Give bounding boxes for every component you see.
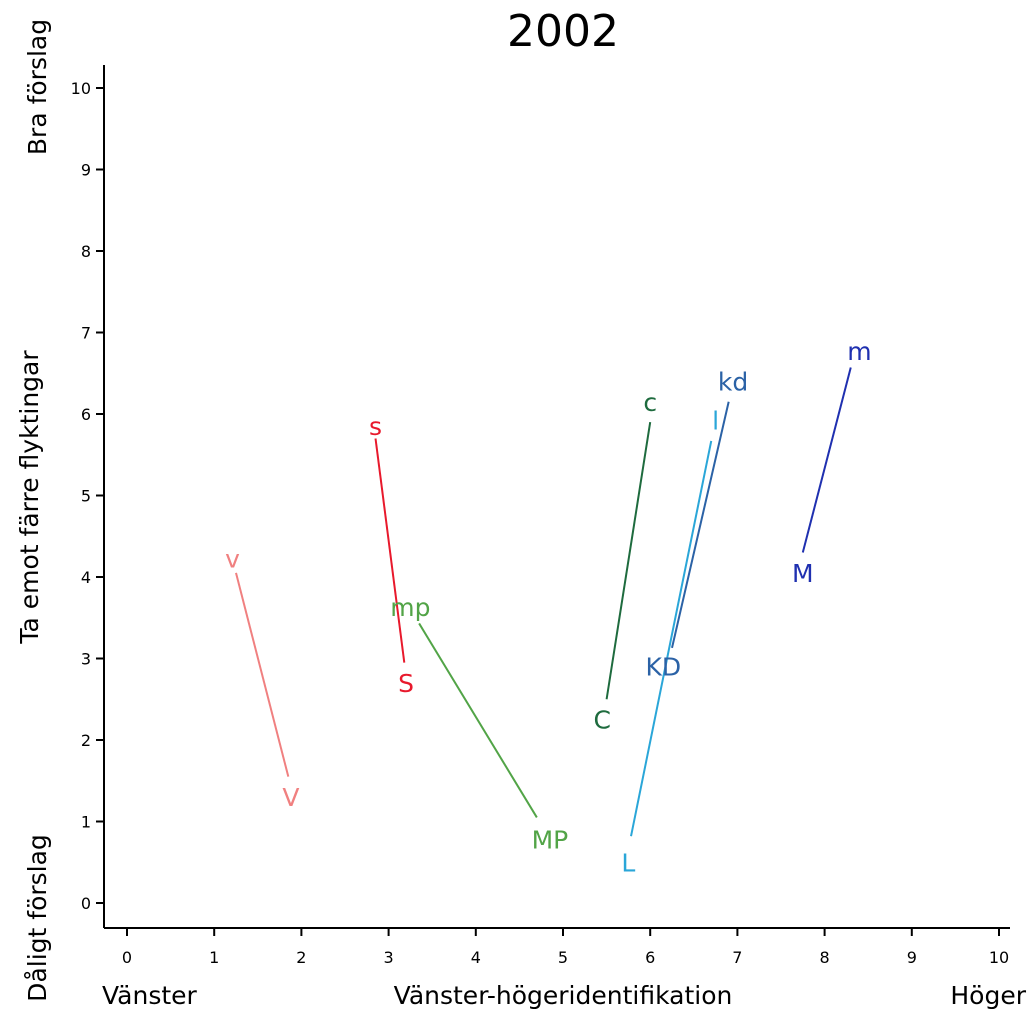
point-label-v: v [225, 544, 240, 573]
y-tick-label: 5 [81, 487, 91, 506]
connector-lines [235, 367, 852, 837]
y-tick-label: 4 [81, 568, 91, 587]
point-label-MP: MP [532, 825, 569, 854]
connector-mp [418, 622, 538, 818]
x-axis-label: Vänster-högeridentifikation [394, 981, 733, 1010]
y-tick-label: 8 [81, 242, 91, 261]
x-axis-left-label: Vänster [102, 981, 198, 1010]
x-tick-label: 10 [989, 948, 1009, 967]
point-label-mp: mp [390, 593, 430, 622]
y-ticks: 0 1 2 3 4 5 6 7 8 9 10 [71, 79, 104, 913]
point-label-S: S [398, 669, 414, 698]
y-axis-label: Ta emot färre flyktingar [15, 350, 44, 645]
connector-l [630, 440, 713, 837]
connector-c [605, 421, 652, 700]
y-tick-label: 9 [81, 161, 91, 180]
point-label-L: L [621, 848, 635, 877]
connector-v [235, 572, 290, 777]
x-tick-label: 9 [907, 948, 917, 967]
y-tick-label: 3 [81, 650, 91, 669]
y-tick-label: 0 [81, 894, 91, 913]
connector-s [374, 438, 406, 663]
y-tick-label: 1 [81, 813, 91, 832]
x-tick-label: 6 [645, 948, 655, 967]
y-axis-top-label: Bra förslag [23, 19, 52, 155]
x-ticks: 0 1 2 3 4 5 6 7 8 9 10 [122, 928, 1009, 967]
y-tick-label: 6 [81, 405, 91, 424]
point-label-V: V [282, 783, 299, 812]
point-labels: Vv Ss MP mp Cc Ll KD kd Mm [225, 337, 872, 877]
x-tick-label: 0 [122, 948, 132, 967]
connector-m [801, 367, 852, 553]
y-tick-label: 7 [81, 324, 91, 343]
point-label-M: M [792, 559, 814, 588]
axes [103, 65, 1010, 929]
x-tick-label: 7 [732, 948, 742, 967]
x-tick-label: 5 [558, 948, 568, 967]
x-tick-label: 3 [384, 948, 394, 967]
y-axis-bottom-label: Dåligt förslag [23, 834, 52, 1002]
point-label-l: l [712, 407, 719, 436]
connector-kd [671, 401, 730, 649]
x-tick-label: 8 [820, 948, 830, 967]
x-axis-right-label: Höger [950, 981, 1026, 1010]
point-label-KD: KD [645, 653, 681, 682]
point-label-C: C [594, 706, 611, 735]
x-tick-label: 1 [209, 948, 219, 967]
y-tick-label: 2 [81, 731, 91, 750]
y-tick-label: 10 [71, 79, 91, 98]
point-label-m: m [847, 337, 871, 366]
point-label-kd: kd [718, 367, 748, 396]
chart-title: 2002 [507, 6, 619, 57]
x-tick-label: 4 [471, 948, 481, 967]
x-tick-label: 2 [296, 948, 306, 967]
point-label-c: c [643, 388, 657, 417]
point-label-s: s [369, 412, 382, 441]
